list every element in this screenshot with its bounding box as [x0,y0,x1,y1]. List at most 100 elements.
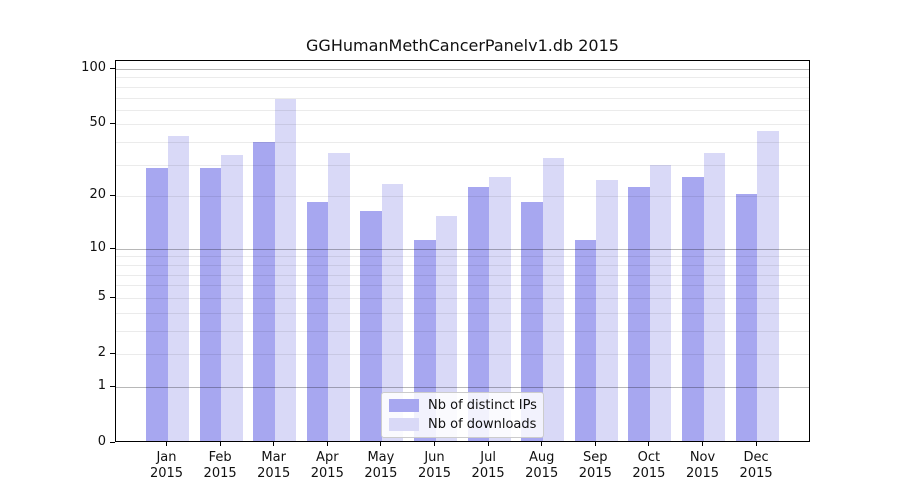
y-tick-mark-10 [110,247,115,249]
y-tick-mark-100 [110,68,115,69]
bar-ips-mar [253,142,275,441]
gridline-minor-80 [116,86,809,88]
bar-ips-dec [735,194,758,441]
x-tick-year: 2015 [471,466,505,481]
y-tick-mark-2 [110,353,115,354]
x-tick-label-aug: Aug 2015 [512,450,572,482]
gridline-minor-2 [116,354,809,355]
x-tick-label-dec: Dec 2015 [726,450,786,482]
y-tick-label-20: 20 [89,187,106,203]
x-tick-mark-mar [273,442,275,446]
y-tick-label-10: 10 [89,239,106,255]
bar-ips-apr [306,202,329,441]
x-tick-label-jun: Jun 2015 [405,450,465,482]
bar-ips-aug [521,202,543,441]
gridline-minor-4 [116,312,809,314]
x-tick-mark-apr [326,442,328,446]
gridline-minor-50 [116,124,809,126]
chart-title: GGHumanMethCancerPanelv1.db 2015 [306,36,619,55]
x-tick-month: Apr [316,450,339,465]
bar-ips-jun [414,239,436,441]
y-tick-mark-0 [110,442,115,443]
x-tick-year: 2015 [257,466,291,481]
gridline-minor-5 [116,297,809,299]
bar-downloads-apr [328,152,350,441]
x-tick-month: May [367,450,395,465]
gridline-minor-40 [116,142,809,144]
legend-label-downloads: Nb of downloads [428,417,537,432]
gridline-minor-9 [116,256,809,258]
gridline-minor-7 [116,274,809,276]
x-tick-month: Oct [637,450,661,465]
gridline-major-1 [116,386,809,388]
y-tick-label-0: 0 [97,434,106,449]
x-tick-month: Jun [424,450,445,465]
x-tick-label-oct: Oct 2015 [619,450,679,482]
x-tick-year: 2015 [149,466,184,481]
bar-downloads-oct [649,165,672,441]
y-tick-mark-50 [110,123,115,125]
x-tick-year: 2015 [525,466,559,481]
bar-ips-may [360,211,382,441]
bar-downloads-feb [221,155,243,441]
x-tick-label-feb: Feb 2015 [190,450,250,482]
gridline-major-100 [116,69,809,70]
x-tick-year: 2015 [417,466,452,481]
gridline-minor-30 [116,164,809,166]
x-tick-month: Nov [689,450,716,465]
x-tick-label-sep: Sep 2015 [565,450,625,482]
x-tick-mark-jan [166,442,167,446]
bar-ips-jan [146,168,168,441]
x-tick-month: Jan [156,450,177,465]
y-tick-mark-1 [110,385,115,387]
bar-ips-oct [628,186,650,441]
y-tick-mark-5 [110,296,115,298]
x-tick-mark-may [380,442,382,446]
gridline-minor-20 [116,196,809,198]
bar-downloads-dec [757,130,779,441]
y-tick-label-2: 2 [97,345,106,360]
bar-ips-jul [467,186,490,441]
grid-layer [116,61,809,441]
x-tick-mark-jun [434,442,435,446]
x-tick-year: 2015 [578,466,612,481]
bar-ips-feb [199,168,222,441]
x-tick-label-jul: Jul 2015 [458,450,518,482]
x-tick-mark-feb [219,442,221,446]
bar-downloads-jun [435,216,457,441]
y-tick-label-50: 50 [89,115,106,131]
bar-ips-sep [574,239,597,441]
x-tick-month: Mar [261,450,286,465]
legend-item-distinct-ips: Nb of distinct IPs [389,398,537,413]
gridline-major-10 [116,248,809,250]
x-tick-label-nov: Nov 2015 [673,450,733,482]
bar-downloads-may [381,183,404,441]
gridline-minor-6 [116,285,809,287]
bar-downloads-jan [167,136,189,441]
x-tick-year: 2015 [739,466,773,481]
gridline-minor-3 [116,330,809,332]
x-tick-year: 2015 [685,466,720,481]
x-tick-label-may: May 2015 [351,450,411,482]
bar-downloads-aug [542,157,565,441]
legend-swatch-downloads [389,418,419,431]
y-tick-mark-20 [110,195,115,197]
legend-swatch-distinct-ips [389,399,419,412]
plot-area [115,60,810,442]
gridline-minor-60 [116,109,809,111]
bars-layer [116,61,809,441]
gridline-minor-8 [116,264,809,266]
bar-downloads-nov [703,152,725,441]
x-tick-month: Jul [480,450,496,465]
x-tick-mark-sep [594,442,596,446]
x-tick-year: 2015 [364,466,398,481]
bar-ips-nov [682,177,704,441]
x-tick-mark-dec [755,442,757,446]
legend-label-distinct-ips: Nb of distinct IPs [428,398,537,413]
x-tick-year: 2015 [310,466,344,481]
x-tick-month: Dec [743,450,769,465]
gridline-minor-70 [116,97,809,99]
x-tick-month: Feb [208,450,232,465]
bar-downloads-sep [596,180,618,441]
x-tick-month: Sep [583,450,608,465]
